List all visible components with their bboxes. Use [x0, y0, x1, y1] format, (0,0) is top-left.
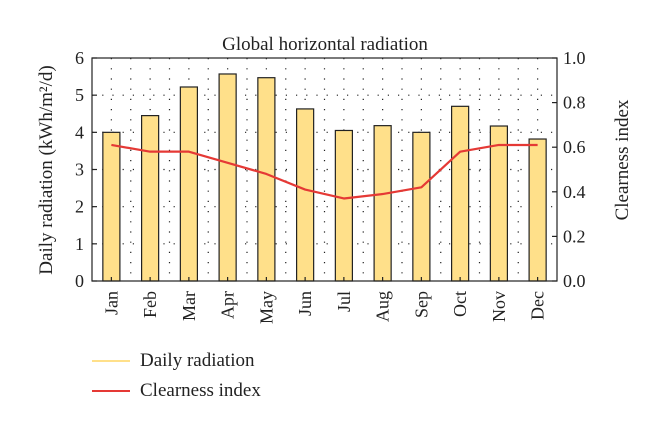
bar-jan [103, 132, 120, 281]
x-tick-label-sep: Sep [411, 291, 431, 318]
y-tick-label-right: 0.0 [563, 271, 586, 291]
bars [103, 74, 546, 281]
y-tick-label-left: 3 [75, 160, 84, 180]
y-tick-label-right: 0.4 [563, 182, 586, 202]
y-tick-label-right: 0.8 [563, 93, 586, 113]
legend-swatch-clearness-index [92, 390, 130, 392]
legend-label-daily-radiation: Daily radiation [140, 350, 255, 372]
x-tick-label-dec: Dec [528, 291, 548, 320]
y-tick-label-right: 1.0 [563, 48, 586, 68]
bar-feb [142, 116, 159, 281]
x-tick-label-feb: Feb [140, 291, 160, 318]
line-series [111, 145, 537, 199]
legend-swatch-daily-radiation [92, 360, 130, 362]
bar-sep [413, 132, 430, 281]
x-tick-label-aug: Aug [373, 291, 393, 322]
y-axis-label-right: Clearness index [612, 99, 633, 220]
x-tick-label-jan: Jan [101, 291, 121, 315]
legend-item-daily-radiation: Daily radiation [92, 346, 261, 376]
clearness-index-line [111, 145, 537, 199]
y-tick-label-left: 2 [75, 197, 84, 217]
x-tick-label-nov: Nov [489, 291, 509, 322]
y-tick-label-right: 0.2 [563, 226, 586, 246]
y-tick-label-right: 0.6 [563, 137, 586, 157]
x-tick-label-jul: Jul [334, 291, 354, 312]
x-tick-label-apr: Apr [218, 291, 238, 319]
y-tick-label-left: 1 [75, 234, 84, 254]
bar-oct [452, 106, 469, 281]
x-tick-label-oct: Oct [450, 291, 470, 317]
x-tick-label-jun: Jun [295, 291, 315, 316]
plot-frame [92, 58, 557, 281]
y-tick-label-left: 4 [75, 122, 84, 142]
x-tick-label-may: May [256, 291, 276, 324]
bar-apr [219, 74, 236, 281]
bar-mar [180, 87, 197, 281]
y-tick-label-left: 6 [75, 48, 84, 68]
legend-label-clearness-index: Clearness index [140, 380, 261, 402]
y-tick-label-left: 0 [75, 271, 84, 291]
legend-item-clearness-index: Clearness index [92, 376, 261, 406]
chart-title: Global horizontal radiation [222, 34, 428, 55]
bar-jul [335, 130, 352, 281]
x-tick-label-mar: Mar [179, 291, 199, 321]
bar-jun [297, 109, 314, 281]
legend: Daily radiation Clearness index [92, 346, 261, 406]
y-tick-label-left: 5 [75, 85, 84, 105]
bar-may [258, 78, 275, 281]
y-axis-label-left: Daily radiation (kWh/m²/d) [36, 65, 57, 274]
bar-nov [490, 126, 507, 281]
bar-dec [529, 139, 546, 281]
bar-aug [374, 126, 391, 281]
grid [92, 58, 557, 281]
